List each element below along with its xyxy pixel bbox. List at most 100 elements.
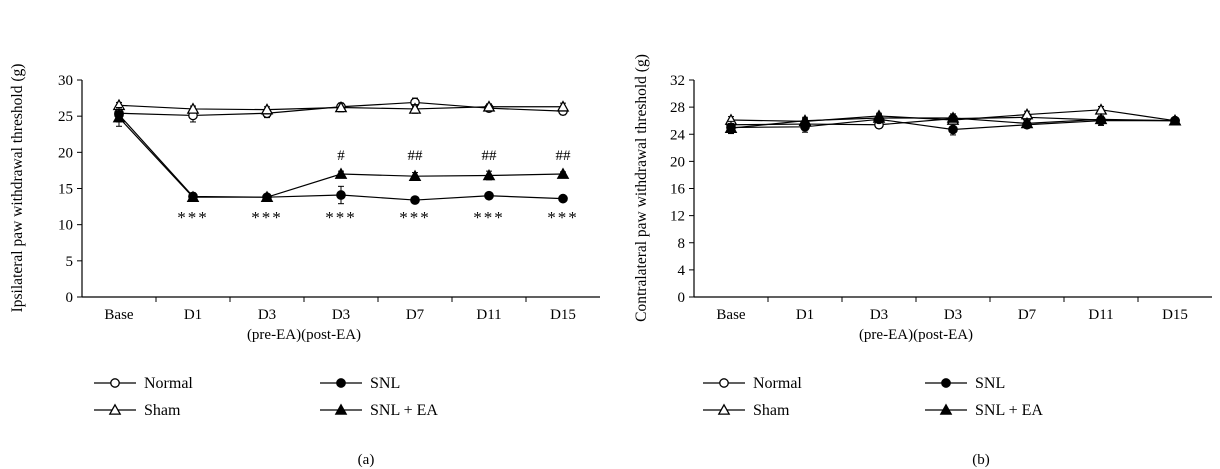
x-tick-label: D7: [406, 307, 425, 323]
legend: Normal SNL Sham SNL + EA: [94, 375, 438, 419]
x-tick-sublabel: (pre-EA)(post-EA): [247, 327, 361, 343]
data-point: [1094, 103, 1108, 115]
y-tick-label: 24: [670, 127, 686, 143]
data-point: [186, 190, 200, 202]
panel-b-chart: 0 4 8 12 16 20 24 28 32 Base D1 D3 D3 D7 D11 D15 (pre-EA…: [633, 54, 1212, 468]
x-tick-label: Base: [716, 307, 746, 323]
significance-stars: ***: [547, 208, 579, 227]
panel-label: (a): [358, 452, 375, 468]
x-tick-label: D3: [944, 307, 962, 323]
y-tick-label: 5: [66, 254, 74, 270]
significance-stars: ***: [399, 208, 431, 227]
significance-hash: ##: [556, 148, 572, 164]
y-tick-label: 0: [66, 290, 74, 306]
legend-item: SNL: [320, 375, 400, 392]
y-tick-label: 20: [58, 145, 73, 161]
data-point: [112, 111, 126, 123]
x-tick-label: Base: [104, 307, 134, 323]
y-axis-label: Contralateral paw withdrawal threshold (…: [633, 54, 650, 322]
data-point: [724, 121, 738, 133]
significance-stars: ***: [473, 208, 505, 227]
legend: Normal SNL Sham SNL + EA: [703, 375, 1043, 419]
data-point: [408, 102, 422, 114]
data-point: [482, 168, 496, 181]
x-tick-label: D3: [332, 307, 350, 323]
data-point: [556, 167, 570, 179]
legend-item: SNL + EA: [320, 402, 438, 419]
significance-stars: ***: [325, 208, 357, 227]
significance-hash: ##: [408, 148, 424, 164]
significance-stars: ***: [251, 208, 283, 227]
y-tick-label: 4: [678, 263, 686, 279]
data-point: [334, 167, 348, 179]
data-point: [334, 100, 348, 113]
data-point: [872, 111, 886, 123]
legend-marker: [719, 378, 729, 388]
x-tick-label: D15: [1162, 307, 1188, 323]
data-point: [1168, 114, 1182, 126]
legend-item: Normal: [94, 375, 193, 392]
legend-item: Normal: [703, 375, 802, 392]
y-tick-label: 30: [58, 73, 73, 89]
data-point: [798, 114, 812, 126]
significance-hash: ##: [482, 148, 498, 164]
x-tick-label: D7: [1018, 307, 1037, 323]
legend-label: SNL: [370, 375, 400, 392]
legend-marker: [336, 378, 346, 388]
y-tick-label: 16: [670, 182, 686, 198]
legend-marker: [108, 403, 122, 415]
series-sham: [112, 98, 570, 115]
y-tick-label: 0: [678, 290, 686, 306]
panel-label: (b): [972, 452, 990, 468]
legend-label: SNL + EA: [370, 402, 438, 419]
y-tick-label: 15: [58, 182, 73, 198]
legend-item: Sham: [703, 402, 790, 419]
y-tick-label: 12: [670, 209, 685, 225]
legend-marker: [939, 403, 953, 415]
data-point: [410, 195, 420, 205]
legend-item: SNL + EA: [925, 402, 1043, 419]
series-snl-ea: [724, 111, 1182, 134]
series-snl-ea: [112, 108, 570, 202]
legend-label: Normal: [144, 375, 193, 392]
y-tick-label: 20: [670, 154, 685, 170]
x-tick-label: D15: [550, 307, 576, 323]
y-tick-label: 25: [58, 109, 73, 125]
legend-marker: [334, 403, 348, 415]
x-tick-label: D1: [184, 307, 202, 323]
x-tick-label: D11: [476, 307, 501, 323]
legend-marker: [941, 378, 951, 388]
legend-marker: [110, 378, 120, 388]
data-point: [408, 169, 422, 182]
x-tick-label: D3: [870, 307, 888, 323]
y-tick-label: 10: [58, 218, 73, 234]
legend-label: SNL + EA: [975, 402, 1043, 419]
data-point: [336, 190, 346, 200]
x-tick-sublabel: (pre-EA)(post-EA): [859, 327, 973, 343]
x-tick-label: D11: [1088, 307, 1113, 323]
data-point: [482, 100, 496, 112]
data-point: [260, 103, 274, 115]
data-point: [948, 124, 958, 135]
x-tick-label: D1: [796, 307, 814, 323]
legend-label: Sham: [753, 402, 790, 419]
legend-marker: [717, 403, 731, 415]
y-tick-label: 8: [678, 236, 686, 252]
data-point: [1020, 116, 1034, 129]
data-point: [260, 190, 274, 202]
significance-hash: #: [337, 148, 345, 164]
y-axis-label: Ipsilateral paw withdrawal threshold (g): [9, 64, 26, 313]
x-tick-label: D3: [258, 307, 276, 323]
data-point: [946, 111, 960, 123]
legend-label: Normal: [753, 375, 802, 392]
data-point: [1094, 112, 1108, 125]
significance-stars: ***: [177, 208, 209, 227]
legend-label: Sham: [144, 402, 181, 419]
data-point: [186, 102, 200, 114]
data-point: [556, 100, 570, 112]
y-tick-label: 32: [670, 73, 685, 89]
legend-label: SNL: [975, 375, 1005, 392]
data-point: [558, 193, 568, 204]
legend-item: Sham: [94, 402, 181, 419]
